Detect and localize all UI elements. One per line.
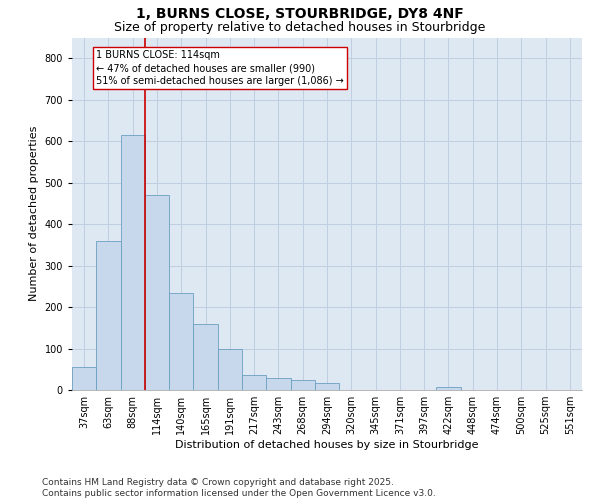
Bar	[218, 348, 242, 390]
Bar	[121, 135, 145, 390]
Bar	[169, 292, 193, 390]
Bar	[145, 195, 169, 390]
Bar	[436, 386, 461, 390]
Bar	[193, 324, 218, 390]
X-axis label: Distribution of detached houses by size in Stourbridge: Distribution of detached houses by size …	[175, 440, 479, 450]
Bar	[266, 378, 290, 390]
Text: Contains HM Land Registry data © Crown copyright and database right 2025.
Contai: Contains HM Land Registry data © Crown c…	[42, 478, 436, 498]
Bar	[72, 367, 96, 390]
Bar	[290, 380, 315, 390]
Y-axis label: Number of detached properties: Number of detached properties	[29, 126, 39, 302]
Bar	[242, 376, 266, 390]
Text: Size of property relative to detached houses in Stourbridge: Size of property relative to detached ho…	[115, 21, 485, 34]
Bar	[96, 240, 121, 390]
Text: 1 BURNS CLOSE: 114sqm
← 47% of detached houses are smaller (990)
51% of semi-det: 1 BURNS CLOSE: 114sqm ← 47% of detached …	[96, 50, 344, 86]
Text: 1, BURNS CLOSE, STOURBRIDGE, DY8 4NF: 1, BURNS CLOSE, STOURBRIDGE, DY8 4NF	[136, 8, 464, 22]
Bar	[315, 382, 339, 390]
